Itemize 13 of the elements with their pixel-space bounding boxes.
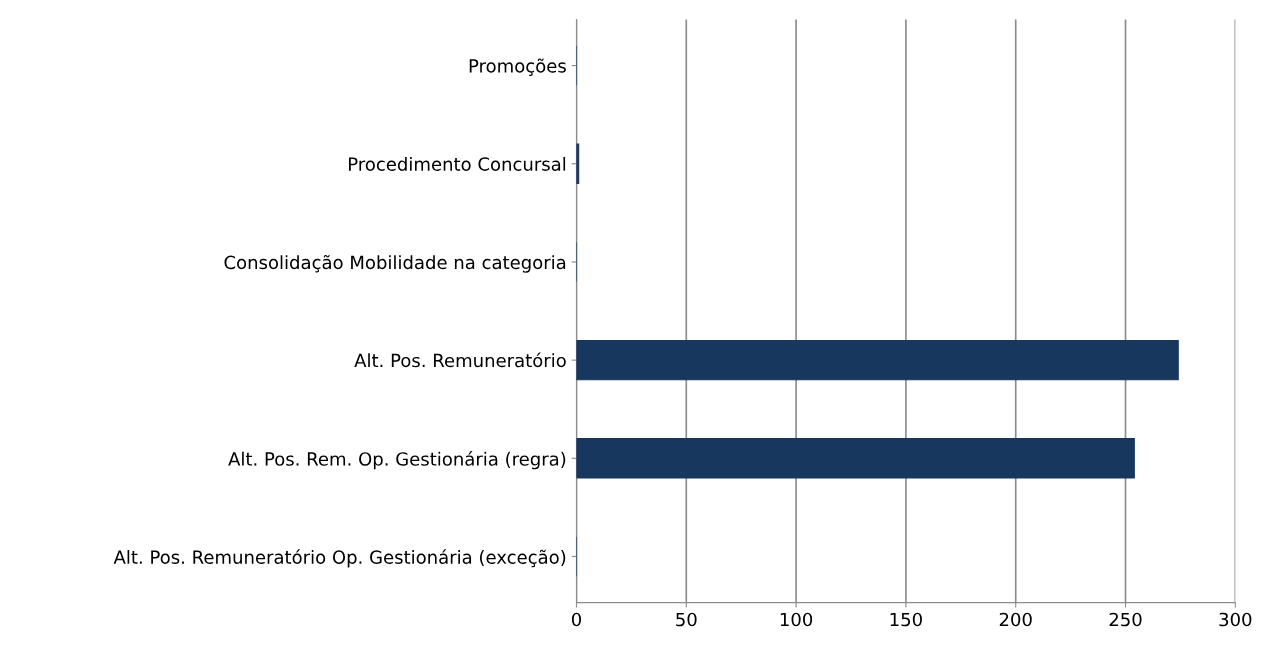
y-tick-label: Procedimento Concursal: [349, 156, 566, 171]
y-tick-label: Alt. Pos. Remuneratório: [354, 352, 566, 368]
x-tick-label: 100: [780, 612, 813, 627]
y-tick-label: Consolidação Mobilidade na categoria: [224, 254, 566, 273]
x-tick-label: 250: [1109, 612, 1142, 627]
y-tick-label: Alt. Pos. Remuneratório Op. Gestionária (exceção): [113, 549, 566, 568]
x-tick-label: 0: [571, 612, 582, 627]
y-tick-label: Promoções: [469, 58, 566, 76]
x-tick-label: 50: [676, 612, 697, 627]
x-tick-label: 300: [1219, 612, 1252, 627]
x-tick-label: 150: [890, 612, 922, 627]
y-tick-label: Alt. Pos. Rem. Op. Gestionária (regra): [228, 451, 566, 470]
x-tick-label: 200: [999, 612, 1032, 627]
